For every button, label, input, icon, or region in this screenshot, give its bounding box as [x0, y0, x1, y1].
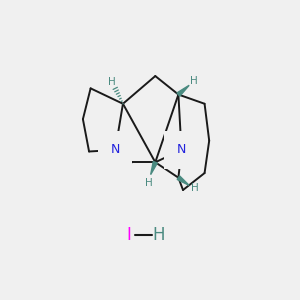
- Text: H: H: [108, 77, 116, 87]
- Text: H: H: [145, 178, 153, 188]
- Polygon shape: [177, 176, 189, 185]
- Polygon shape: [151, 161, 157, 175]
- Polygon shape: [177, 85, 189, 96]
- Text: H: H: [190, 76, 198, 86]
- Text: I: I: [127, 226, 131, 244]
- Text: N: N: [177, 143, 186, 157]
- Text: H: H: [191, 184, 199, 194]
- Text: H: H: [152, 226, 165, 244]
- Text: N: N: [111, 143, 120, 157]
